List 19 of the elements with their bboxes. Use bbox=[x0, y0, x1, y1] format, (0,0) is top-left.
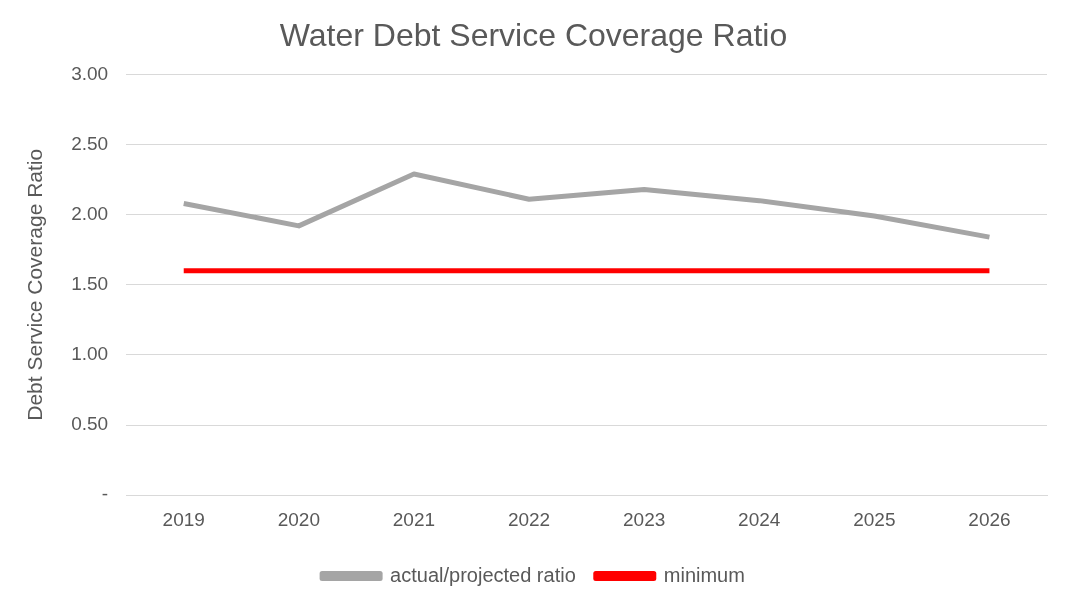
y-tick-label: 3.00 bbox=[71, 62, 109, 84]
y-tick-label: 1.00 bbox=[71, 343, 109, 365]
x-tick-label: 2023 bbox=[623, 508, 666, 530]
y-tick-label: 0.50 bbox=[71, 413, 109, 435]
y-tick-label: 2.00 bbox=[71, 202, 109, 224]
x-tick-label: 2020 bbox=[277, 508, 320, 530]
y-tick-label: 1.50 bbox=[71, 273, 109, 295]
legend-label: minimum bbox=[663, 563, 745, 586]
x-tick-label: 2021 bbox=[392, 508, 436, 530]
y-tick-label: 2.50 bbox=[71, 132, 109, 154]
x-tick-label: 2024 bbox=[738, 508, 781, 530]
x-tick-label: 2026 bbox=[968, 508, 1011, 530]
chart-title: Water Debt Service Coverage Ratio bbox=[279, 17, 788, 54]
x-tick-label: 2025 bbox=[853, 508, 896, 530]
x-tick-label: 2019 bbox=[162, 508, 205, 530]
legend-label: actual/projected ratio bbox=[390, 563, 576, 586]
x-tick-label: 2022 bbox=[507, 508, 551, 530]
y-axis-title: Debt Service Coverage Ratio bbox=[23, 148, 47, 421]
y-tick-label: - bbox=[101, 483, 109, 505]
